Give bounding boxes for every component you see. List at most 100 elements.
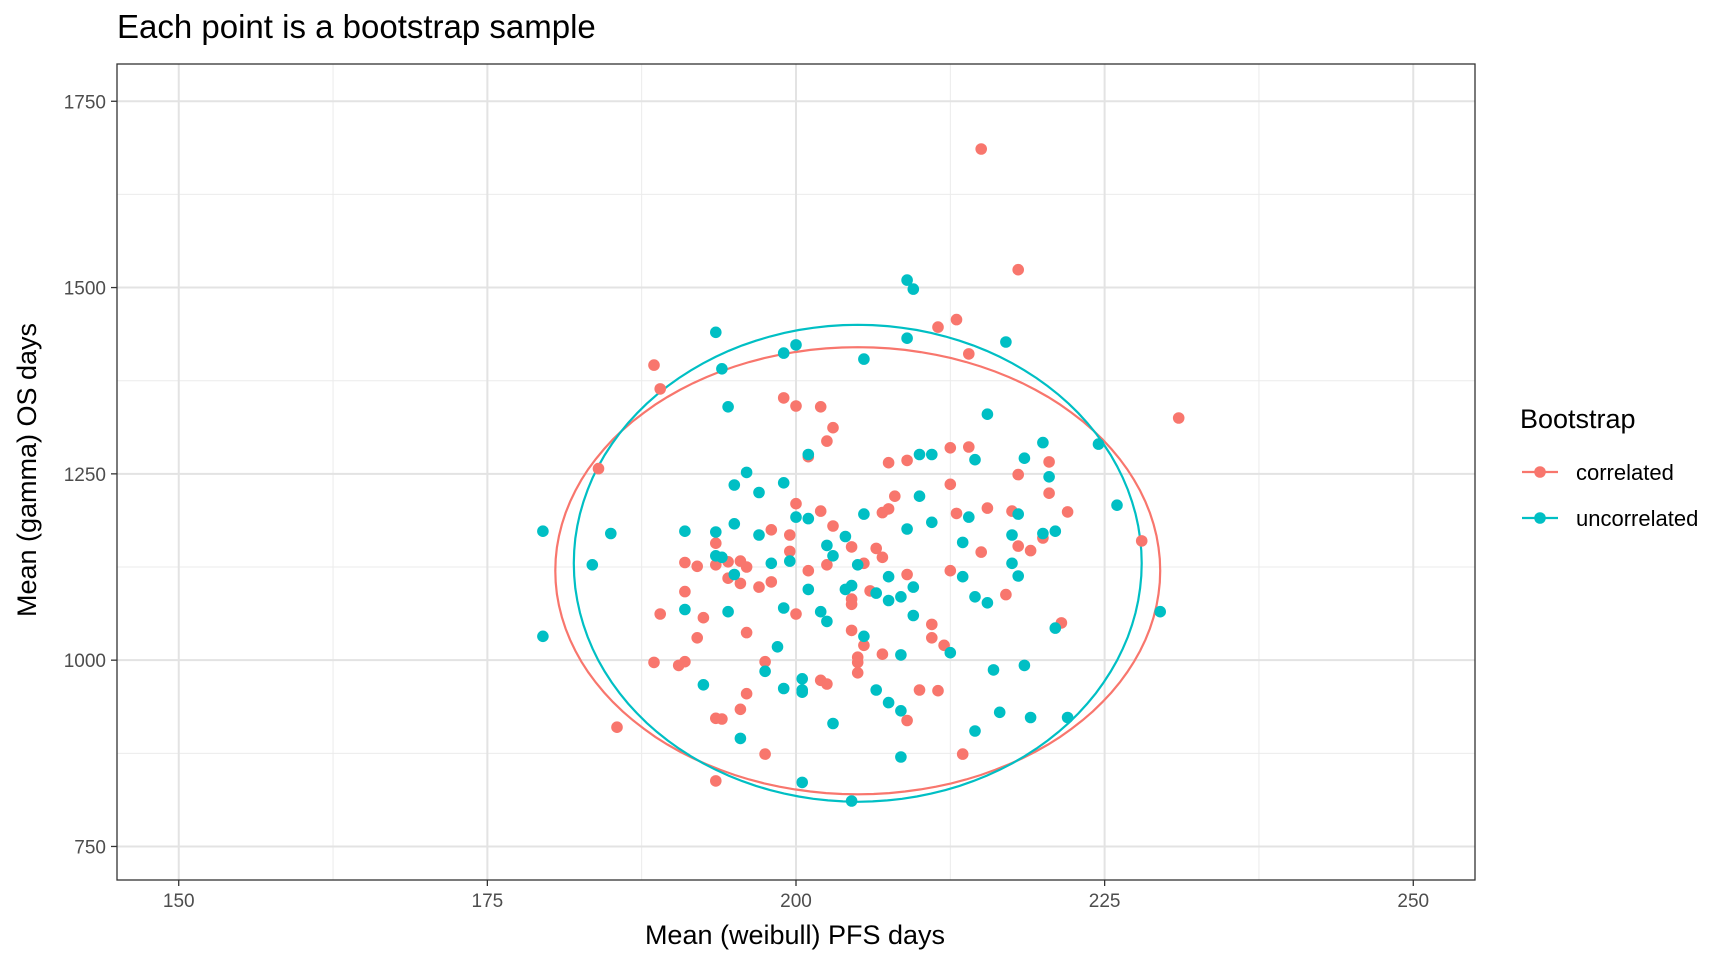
point-correlated [901, 568, 913, 581]
point-uncorrelated [858, 353, 870, 365]
point-uncorrelated [537, 525, 549, 537]
point-correlated [1012, 263, 1024, 276]
point-uncorrelated [839, 530, 852, 543]
legend: Bootstrap correlated uncorrelated [1520, 404, 1698, 531]
point-uncorrelated [759, 665, 771, 678]
point-correlated [821, 435, 833, 447]
point-uncorrelated [710, 526, 722, 538]
point-correlated [944, 564, 957, 577]
legend-label-correlated: correlated [1576, 460, 1674, 485]
point-uncorrelated [814, 605, 827, 618]
point-correlated [765, 576, 778, 588]
point-uncorrelated [944, 646, 957, 659]
point-uncorrelated [956, 536, 969, 549]
point-uncorrelated [728, 518, 741, 530]
point-uncorrelated [777, 347, 790, 359]
point-uncorrelated [722, 605, 734, 618]
point-correlated [759, 655, 771, 668]
point-uncorrelated [753, 529, 765, 541]
point-uncorrelated [771, 641, 784, 653]
point-uncorrelated [969, 725, 981, 737]
point-correlated [926, 618, 938, 631]
confidence-ellipses [554, 323, 1162, 803]
point-uncorrelated [777, 477, 790, 489]
y-tick-label: 1250 [64, 465, 106, 486]
point-uncorrelated [956, 570, 969, 583]
point-uncorrelated [981, 597, 994, 609]
grid-major [117, 64, 1475, 880]
point-correlated [740, 687, 753, 700]
point-correlated [882, 456, 895, 469]
point-uncorrelated [586, 559, 599, 571]
point-correlated [802, 564, 815, 577]
point-uncorrelated [679, 525, 691, 537]
legend-label-uncorrelated: uncorrelated [1576, 506, 1698, 531]
point-uncorrelated [1061, 711, 1074, 724]
point-correlated [611, 721, 623, 733]
point-uncorrelated [882, 570, 895, 583]
point-uncorrelated [1006, 557, 1018, 570]
point-uncorrelated [827, 717, 839, 730]
point-uncorrelated [777, 682, 790, 695]
legend-key-point-correlated [1534, 466, 1546, 478]
point-correlated [944, 442, 957, 454]
point-correlated [870, 542, 882, 555]
point-uncorrelated [969, 591, 981, 603]
point-correlated [1012, 540, 1024, 552]
point-correlated [851, 667, 864, 679]
point-uncorrelated [740, 466, 753, 479]
point-correlated [814, 401, 827, 413]
point-uncorrelated [697, 679, 710, 691]
point-uncorrelated [710, 326, 722, 339]
point-correlated [592, 462, 605, 475]
point-correlated [1000, 588, 1012, 601]
point-correlated [1172, 412, 1185, 424]
point-correlated [784, 545, 796, 558]
point-correlated [740, 561, 753, 573]
point-correlated [790, 400, 802, 412]
point-uncorrelated [870, 684, 882, 696]
point-correlated [784, 529, 796, 541]
point-correlated [1135, 535, 1148, 547]
point-uncorrelated [870, 587, 882, 599]
point-uncorrelated [851, 559, 864, 571]
point-uncorrelated [882, 594, 895, 607]
point-correlated [845, 598, 858, 611]
x-axis-ticks: 150 175 200 225 250 [163, 880, 1429, 912]
point-uncorrelated [734, 732, 747, 745]
point-correlated [679, 556, 691, 569]
point-correlated [1012, 468, 1024, 481]
point-uncorrelated [1043, 471, 1055, 483]
point-correlated [944, 478, 957, 491]
point-uncorrelated [895, 705, 907, 717]
point-uncorrelated [907, 609, 920, 622]
point-uncorrelated [1154, 605, 1166, 618]
point-correlated [876, 551, 889, 564]
point-uncorrelated [907, 283, 920, 295]
point-uncorrelated [913, 448, 926, 461]
y-tick-label: 750 [74, 837, 106, 858]
point-correlated [1061, 506, 1074, 518]
point-correlated [1024, 544, 1037, 557]
point-uncorrelated [907, 581, 920, 593]
point-correlated [691, 632, 703, 644]
point-uncorrelated [1012, 570, 1024, 582]
x-axis-title: Mean (weibull) PFS days [645, 920, 945, 950]
point-correlated [648, 359, 660, 371]
point-correlated [876, 648, 889, 660]
point-correlated [926, 632, 938, 644]
point-correlated [858, 639, 870, 652]
point-uncorrelated [913, 490, 926, 503]
point-uncorrelated [722, 401, 734, 413]
x-tick-label: 200 [780, 891, 812, 912]
point-correlated [950, 313, 963, 326]
point-uncorrelated [1012, 508, 1024, 520]
point-uncorrelated [963, 511, 975, 523]
y-tick-label: 1000 [64, 651, 106, 672]
point-uncorrelated [765, 557, 778, 570]
point-correlated [821, 678, 833, 690]
point-correlated [950, 507, 963, 520]
point-uncorrelated [777, 602, 790, 614]
point-correlated [790, 608, 802, 620]
point-uncorrelated [827, 550, 839, 562]
